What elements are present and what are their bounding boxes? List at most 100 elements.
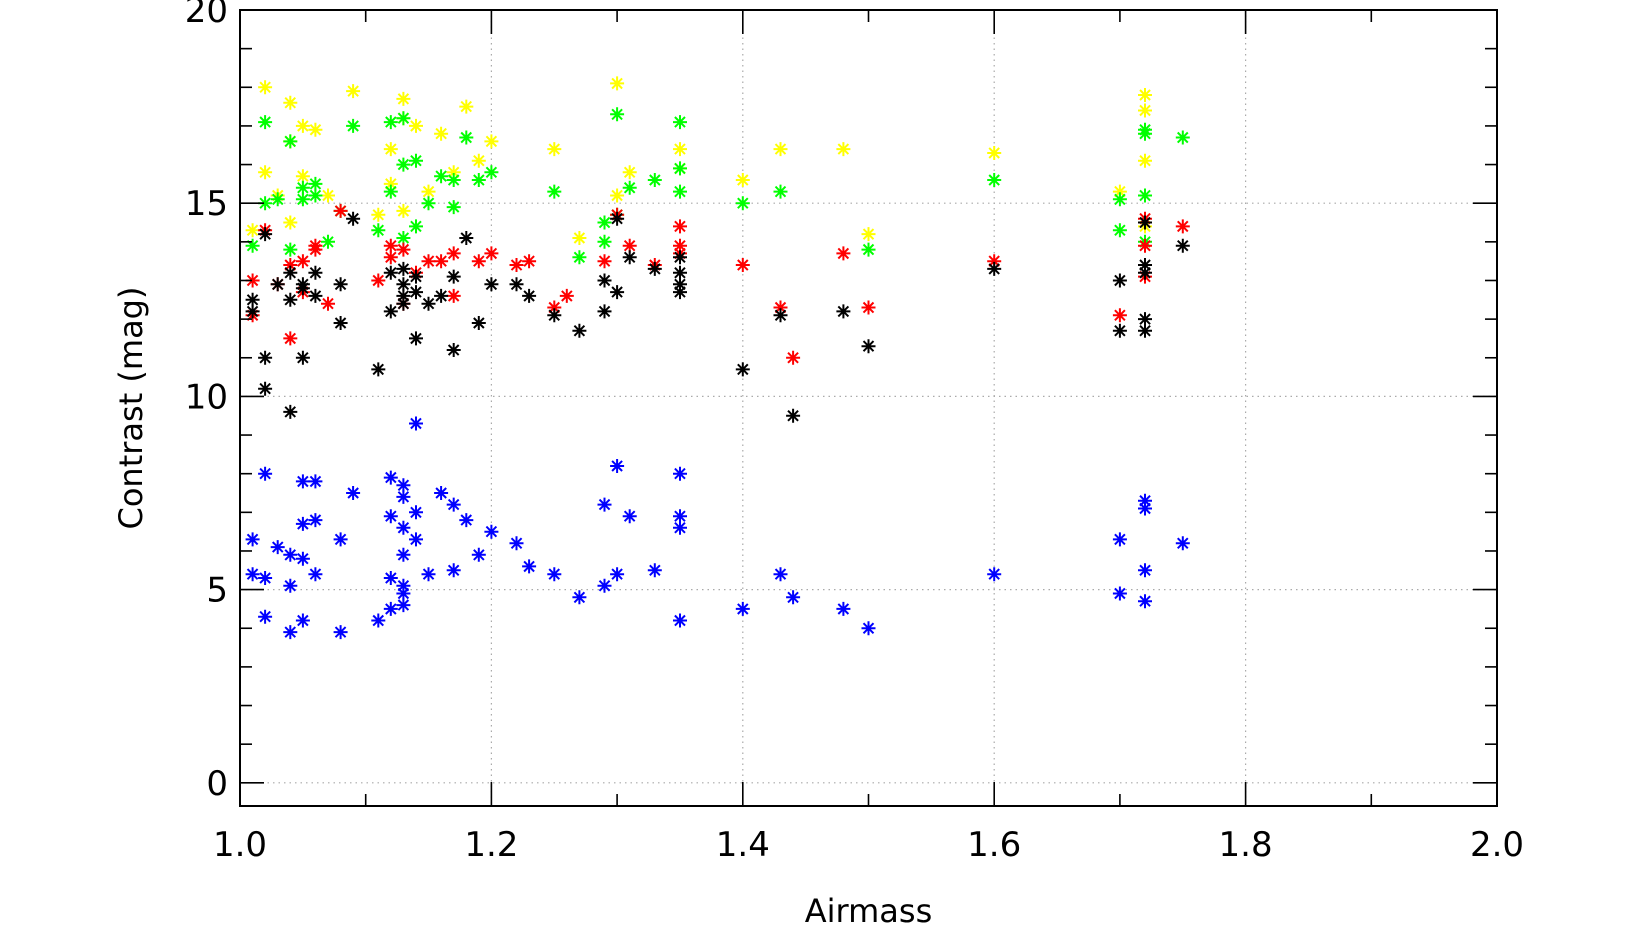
data-point (987, 567, 1002, 582)
data-point (396, 288, 411, 303)
data-point (471, 153, 486, 168)
data-point (446, 497, 461, 512)
data-point (321, 188, 335, 203)
x-tick-label: 1.6 (967, 825, 1021, 865)
data-point (446, 563, 461, 578)
data-point (1112, 192, 1127, 207)
x-tick-label: 1.4 (716, 825, 770, 865)
data-point (283, 404, 298, 419)
data-point (597, 304, 612, 319)
data-point (383, 265, 398, 280)
data-point (1175, 536, 1190, 551)
data-point (396, 111, 411, 126)
data-point (245, 304, 260, 319)
data-point (1112, 586, 1127, 601)
data-point (735, 362, 750, 377)
data-point (409, 505, 423, 520)
data-point (333, 277, 348, 292)
data-point (471, 547, 486, 562)
data-point (383, 184, 398, 199)
data-point (434, 254, 449, 269)
data-point (383, 470, 398, 485)
data-point (622, 180, 637, 195)
data-point (1138, 126, 1152, 141)
data-point (673, 613, 687, 628)
y-tick-label: 15 (185, 184, 228, 224)
data-point (484, 524, 499, 539)
data-point (836, 304, 851, 319)
data-point (861, 621, 876, 636)
data-point (1138, 323, 1152, 338)
data-point (308, 567, 323, 582)
y-tick-labels: 0 5 10 15 20 (185, 0, 228, 804)
data-point (1138, 501, 1152, 516)
data-point (396, 242, 411, 257)
data-point (622, 509, 637, 524)
y-tick-label: 5 (206, 571, 228, 611)
data-point (308, 265, 323, 280)
data-point (283, 292, 298, 307)
grid-lines (240, 10, 1497, 806)
data-point (459, 231, 474, 245)
data-point (610, 459, 625, 473)
data-point (597, 234, 612, 249)
data-point (371, 273, 386, 288)
data-point (396, 478, 411, 493)
data-point (383, 571, 398, 585)
data-point (987, 254, 1002, 269)
data-point (283, 331, 298, 346)
data-point (786, 350, 801, 365)
x-tick-label: 2.0 (1470, 825, 1524, 865)
data-point (346, 211, 361, 226)
data-point (547, 567, 562, 582)
data-point (283, 547, 298, 562)
data-point (409, 153, 423, 168)
data-point (270, 192, 285, 207)
data-point (1138, 312, 1152, 327)
data-point (295, 254, 310, 269)
data-point (396, 91, 411, 106)
data-point (383, 250, 398, 265)
data-point (308, 176, 323, 191)
data-point (572, 590, 587, 605)
data-point (1112, 323, 1127, 338)
data-point (610, 211, 625, 226)
data-point (547, 308, 562, 323)
data-point (597, 497, 612, 512)
data-point (471, 316, 486, 330)
data-point (245, 223, 260, 238)
data-point (522, 288, 537, 303)
data-point (622, 165, 637, 180)
data-point (396, 203, 411, 218)
data-point (295, 180, 310, 195)
data-point (471, 254, 486, 269)
data-point (371, 362, 386, 377)
data-point (1138, 88, 1152, 102)
data-point (295, 350, 310, 365)
data-point (1175, 238, 1190, 253)
data-point (1138, 493, 1152, 508)
data-point (1138, 215, 1152, 230)
data-point (421, 567, 436, 582)
data-point (333, 532, 348, 547)
data-point (321, 296, 335, 311)
data-point (383, 176, 398, 191)
data-point (547, 300, 562, 315)
data-point (673, 520, 687, 535)
data-point (446, 288, 461, 303)
data-point (622, 238, 637, 253)
data-point (987, 261, 1002, 276)
data-point (1138, 188, 1152, 203)
data-point (987, 173, 1002, 187)
data-point (434, 288, 449, 303)
data-point (861, 242, 876, 257)
data-point (283, 258, 298, 272)
data-point (484, 134, 499, 149)
data-point (1112, 308, 1127, 323)
data-point (308, 474, 323, 489)
data-point (509, 277, 524, 292)
series-0 (245, 76, 1152, 245)
data-point (258, 80, 273, 95)
data-point (773, 300, 788, 315)
data-point (245, 273, 260, 288)
